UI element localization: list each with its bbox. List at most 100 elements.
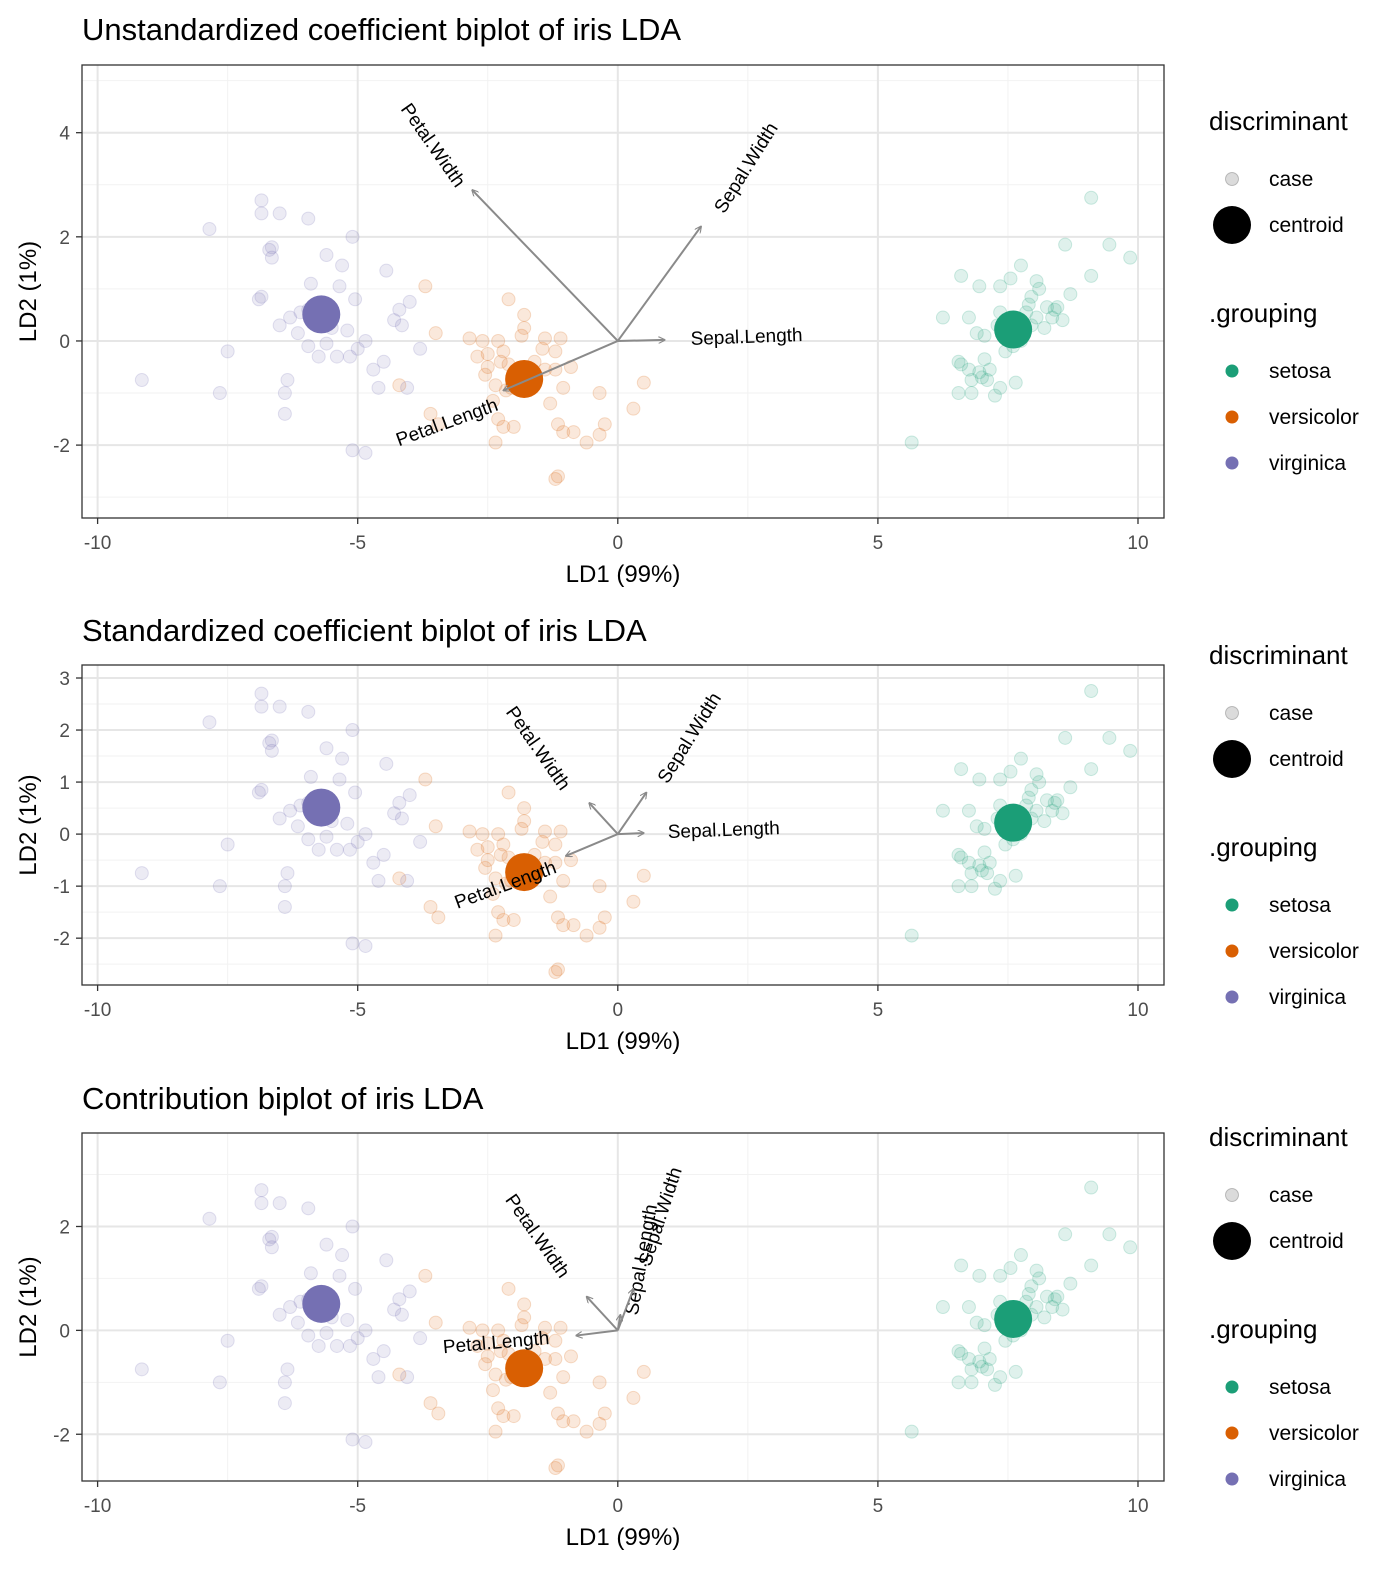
legend-label-versicolor: versicolor <box>1269 1422 1359 1445</box>
case-point-virginica <box>264 250 279 265</box>
case-point-setosa <box>1029 310 1044 325</box>
case-point-setosa <box>972 279 987 294</box>
case-point-versicolor <box>418 279 433 294</box>
legend-key-centroid <box>1213 1222 1251 1260</box>
case-point-virginica <box>254 289 269 304</box>
case-point-setosa <box>1024 1279 1039 1294</box>
case-point-versicolor <box>475 827 490 842</box>
case-point-virginica <box>272 1196 287 1211</box>
case-point-versicolor <box>491 1323 506 1338</box>
case-point-setosa <box>1084 1258 1099 1273</box>
case-point-versicolor <box>488 928 503 943</box>
legend-key-setosa <box>1225 364 1239 378</box>
case-point-virginica <box>335 1248 350 1263</box>
case-point-setosa <box>1029 803 1044 818</box>
case-point-versicolor <box>517 307 532 322</box>
case-point-versicolor <box>496 419 511 434</box>
case-point-versicolor <box>548 344 563 359</box>
case-point-versicolor <box>626 894 641 909</box>
centroid-virginica <box>302 1284 341 1323</box>
case-point-virginica <box>254 193 269 208</box>
case-point-versicolor <box>553 1320 568 1335</box>
case-point-versicolor <box>548 964 563 979</box>
case-point-setosa <box>964 879 979 894</box>
case-point-setosa <box>1024 289 1039 304</box>
case-point-versicolor <box>556 1414 571 1429</box>
x-tick-label: 5 <box>873 1496 884 1517</box>
case-point-versicolor <box>475 1323 490 1338</box>
case-point-versicolor <box>431 910 446 925</box>
case-point-virginica <box>272 206 287 221</box>
case-point-virginica <box>264 240 279 255</box>
case-point-virginica <box>350 341 365 356</box>
case-point-virginica <box>329 842 344 857</box>
case-point-virginica <box>311 1338 326 1353</box>
case-point-versicolor <box>550 469 565 484</box>
case-point-versicolor <box>566 425 581 440</box>
case-point-virginica <box>254 206 269 221</box>
legend-key-case <box>1225 1188 1239 1202</box>
legend-title-grouping: .grouping <box>1209 1314 1317 1344</box>
legend-label-setosa: setosa <box>1269 1376 1331 1399</box>
case-point-versicolor <box>501 1281 516 1296</box>
case-point-virginica <box>319 829 334 844</box>
case-point-virginica <box>340 816 355 831</box>
case-point-setosa <box>904 435 919 450</box>
y-tick-label: -2 <box>53 436 70 457</box>
centroid-setosa <box>994 1299 1033 1338</box>
case-point-virginica <box>283 1300 298 1314</box>
case-point-setosa <box>993 1268 1008 1283</box>
case-point-virginica <box>402 294 417 309</box>
case-point-setosa <box>961 803 976 818</box>
case-point-versicolor <box>537 1320 552 1335</box>
case-point-virginica <box>400 380 415 395</box>
case-point-setosa <box>1032 775 1047 790</box>
x-tick-label: 0 <box>613 1000 624 1021</box>
case-point-setosa <box>1021 790 1036 805</box>
case-point-virginica <box>345 723 360 738</box>
case-point-setosa <box>1055 1302 1070 1317</box>
case-point-setosa <box>977 352 992 367</box>
case-point-virginica <box>264 743 279 758</box>
case-point-setosa <box>961 1300 976 1314</box>
case-point-setosa <box>969 819 984 834</box>
case-point-versicolor <box>556 873 571 888</box>
legend-key-virginica <box>1225 1472 1239 1486</box>
case-point-setosa <box>980 373 995 388</box>
case-point-setosa <box>972 772 987 787</box>
vector-arrow <box>616 226 701 342</box>
case-point-versicolor <box>566 918 581 933</box>
case-point-versicolor <box>550 417 565 432</box>
case-point-versicolor <box>428 326 443 341</box>
case-point-setosa <box>951 879 966 894</box>
case-point-versicolor <box>592 386 607 401</box>
case-point-virginica <box>251 1281 266 1296</box>
plot-background <box>82 1133 1164 1481</box>
legend-key-centroid <box>1213 206 1251 244</box>
case-point-virginica <box>280 866 295 881</box>
case-point-virginica <box>264 733 279 748</box>
case-point-setosa <box>1102 1227 1117 1242</box>
case-point-versicolor <box>597 417 612 432</box>
case-point-versicolor <box>470 349 485 364</box>
case-point-setosa <box>1013 1248 1028 1263</box>
panel-border <box>81 64 1165 519</box>
case-point-versicolor <box>517 801 532 816</box>
case-point-setosa <box>987 881 1002 896</box>
y-tick-label: -2 <box>53 1425 70 1446</box>
case-point-versicolor <box>636 1364 651 1379</box>
case-point-versicolor <box>537 824 552 839</box>
case-point-setosa <box>993 380 1008 395</box>
case-point-versicolor <box>553 824 568 839</box>
case-point-virginica <box>345 936 360 951</box>
case-point-setosa <box>1039 1289 1054 1304</box>
case-point-setosa <box>964 866 979 881</box>
case-point-setosa <box>1055 313 1070 328</box>
case-point-setosa <box>1102 730 1117 745</box>
case-point-virginica <box>335 751 350 766</box>
case-point-setosa <box>977 821 992 836</box>
case-point-setosa <box>974 863 989 878</box>
case-point-setosa <box>1050 1289 1065 1304</box>
case-point-versicolor <box>392 378 407 393</box>
case-point-virginica <box>387 1302 402 1317</box>
